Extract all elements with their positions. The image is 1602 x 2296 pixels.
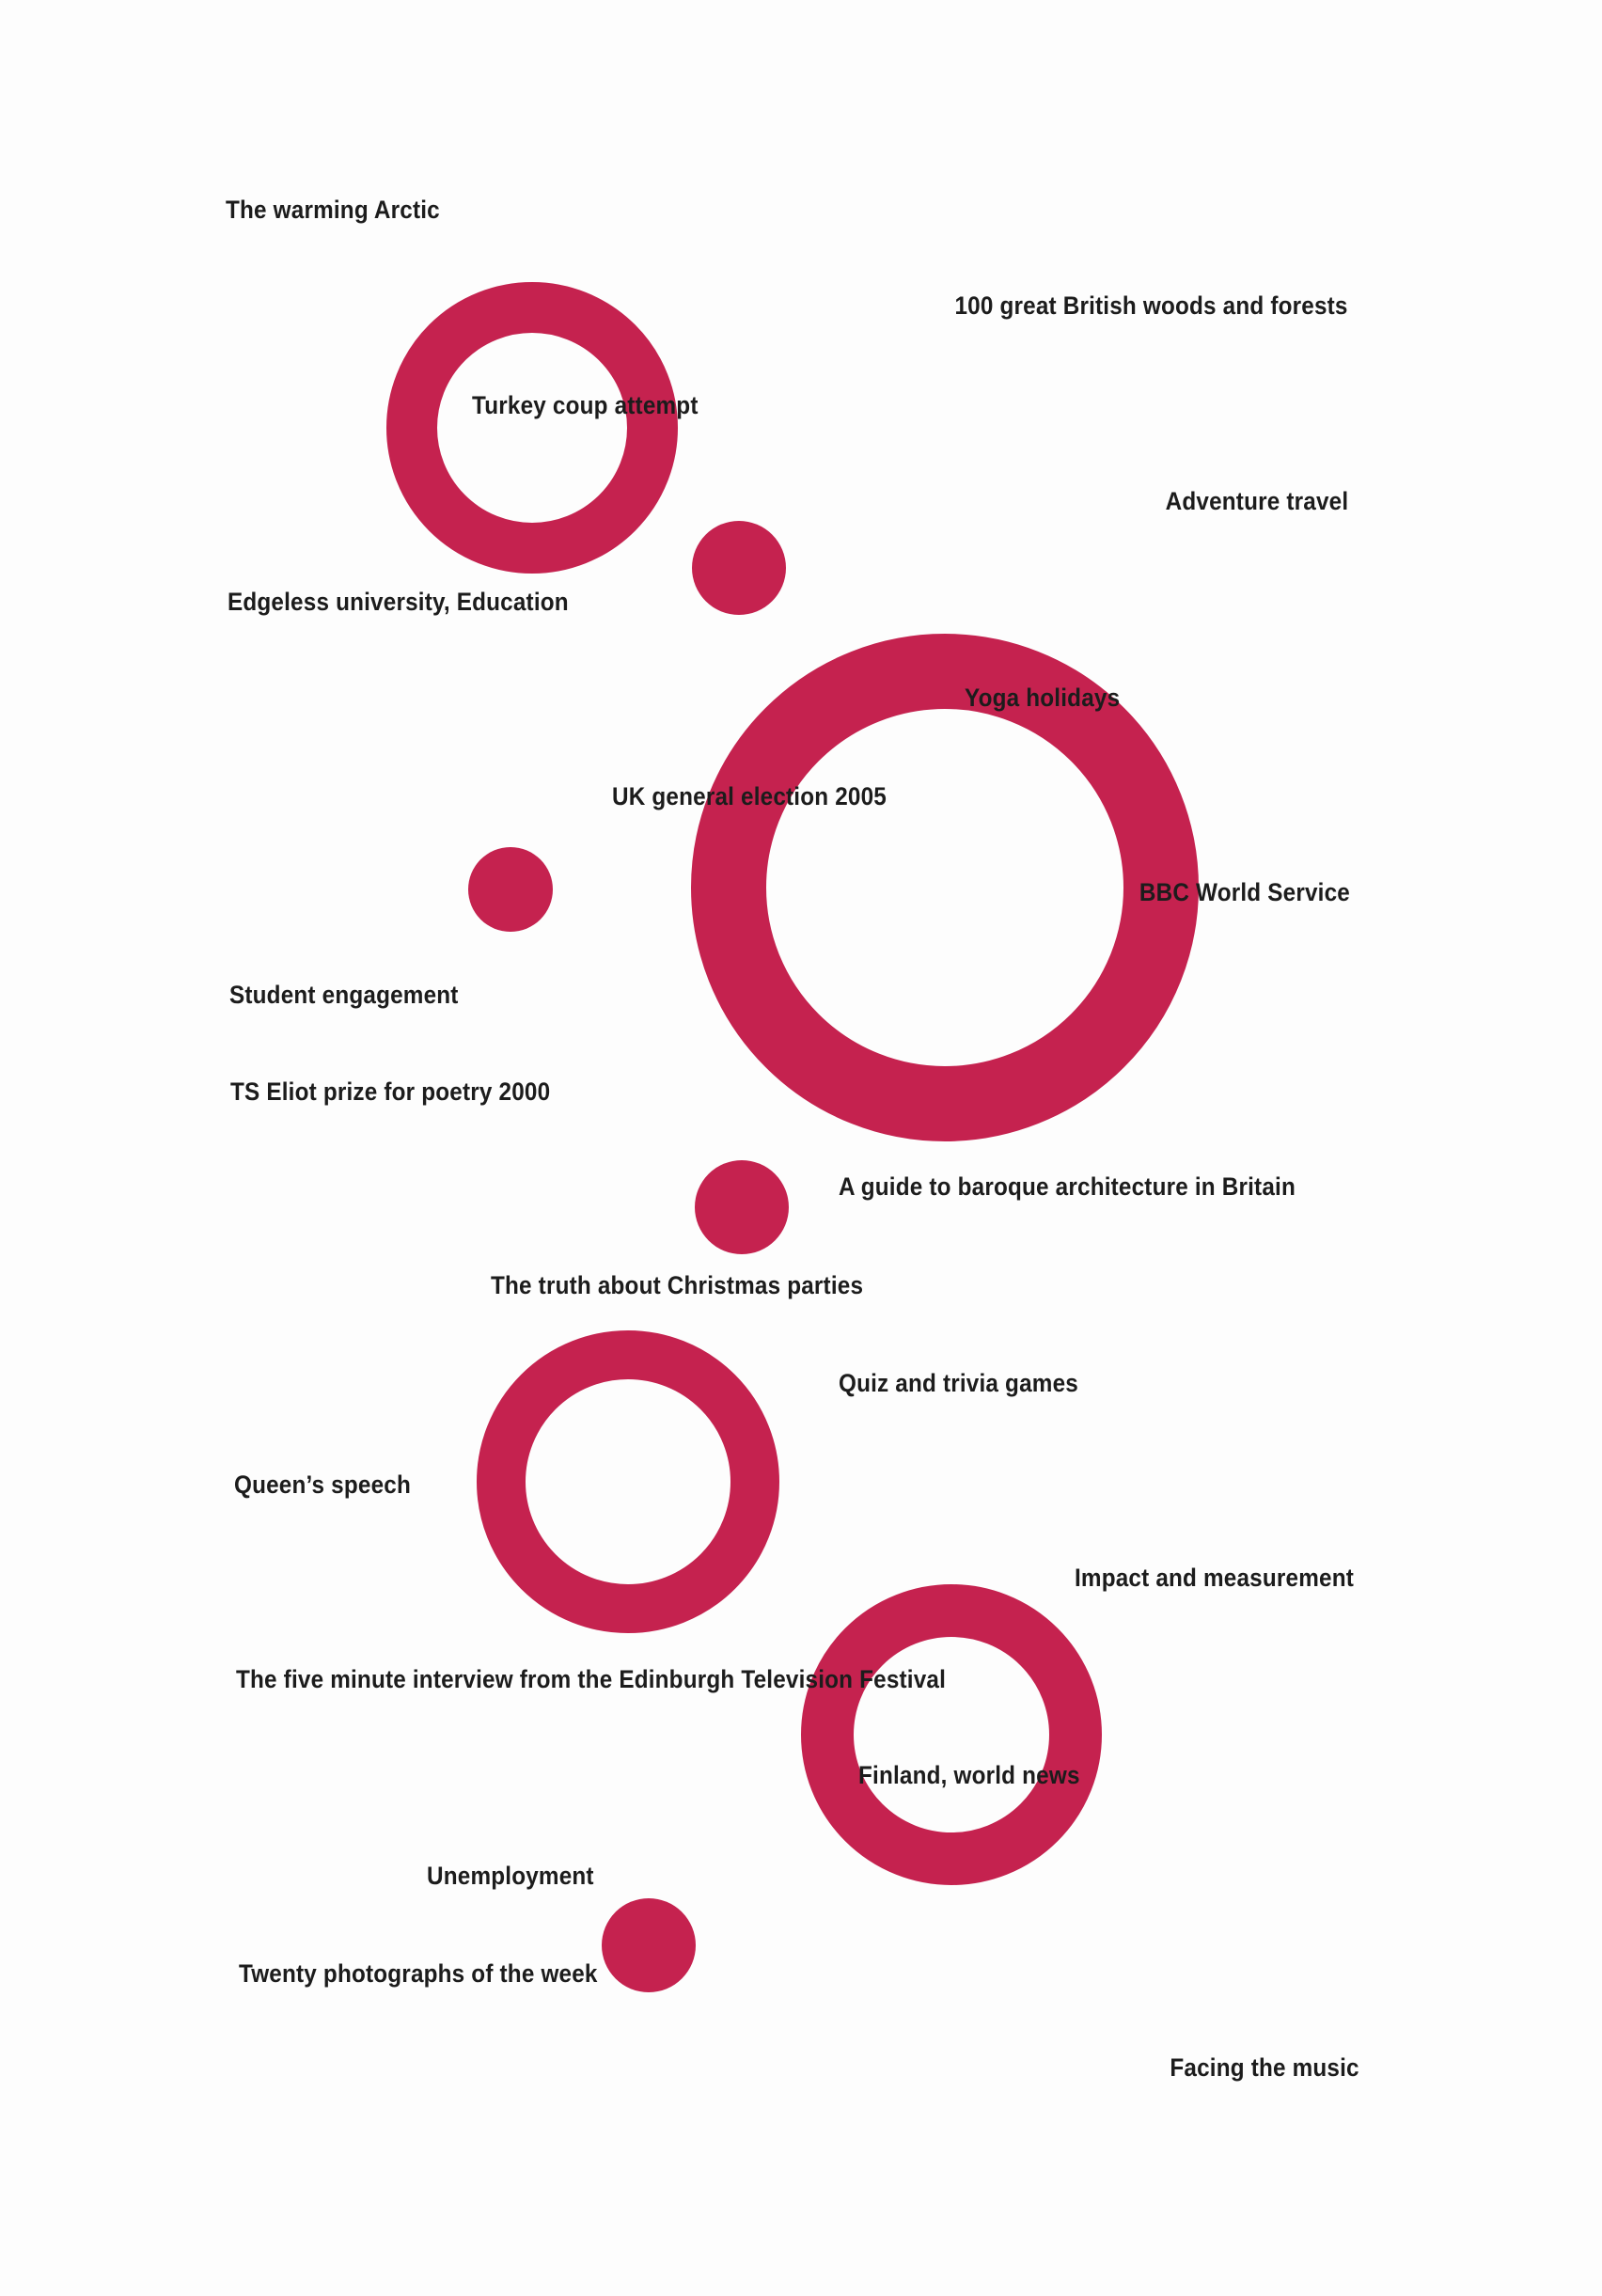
label-queens-speech: Queen’s speech [234,1470,412,1499]
ring-bottom [801,1584,1102,1885]
label-turkey-coup: Turkey coup attempt [472,391,699,419]
label-warming-arctic: The warming Arctic [226,196,440,224]
label-uk-election: UK general election 2005 [612,782,887,810]
label-unemployment: Unemployment [427,1862,594,1890]
dot-center [695,1160,789,1254]
label-student-engagement: Student engagement [229,981,459,1009]
label-twenty-photographs: Twenty photographs of the week [239,1959,598,1988]
label-yoga-holidays: Yoga holidays [965,684,1121,712]
dot-bottom [602,1898,696,1992]
label-edgeless-university: Edgeless university, Education [228,588,569,616]
dot-top [692,521,786,615]
label-baroque-architecture: A guide to baroque architecture in Brita… [839,1172,1296,1201]
label-quiz-trivia: Quiz and trivia games [839,1369,1078,1397]
label-british-woods: 100 great British woods and forests [954,291,1348,320]
dot-left [468,847,553,932]
label-five-minute-interview: The five minute interview from the Edinb… [236,1665,947,1693]
ring-large [691,634,1199,1141]
label-christmas-parties: The truth about Christmas parties [491,1271,864,1299]
ring-top [386,282,678,574]
label-facing-music: Facing the music [1170,2053,1359,2082]
ring-middle [477,1330,779,1633]
label-adventure-travel: Adventure travel [1165,487,1348,515]
label-bbc-world-service: BBC World Service [1139,878,1350,906]
label-ts-eliot: TS Eliot prize for poetry 2000 [230,1077,551,1106]
label-impact-measurement: Impact and measurement [1074,1564,1354,1592]
label-finland-news: Finland, world news [858,1761,1080,1789]
